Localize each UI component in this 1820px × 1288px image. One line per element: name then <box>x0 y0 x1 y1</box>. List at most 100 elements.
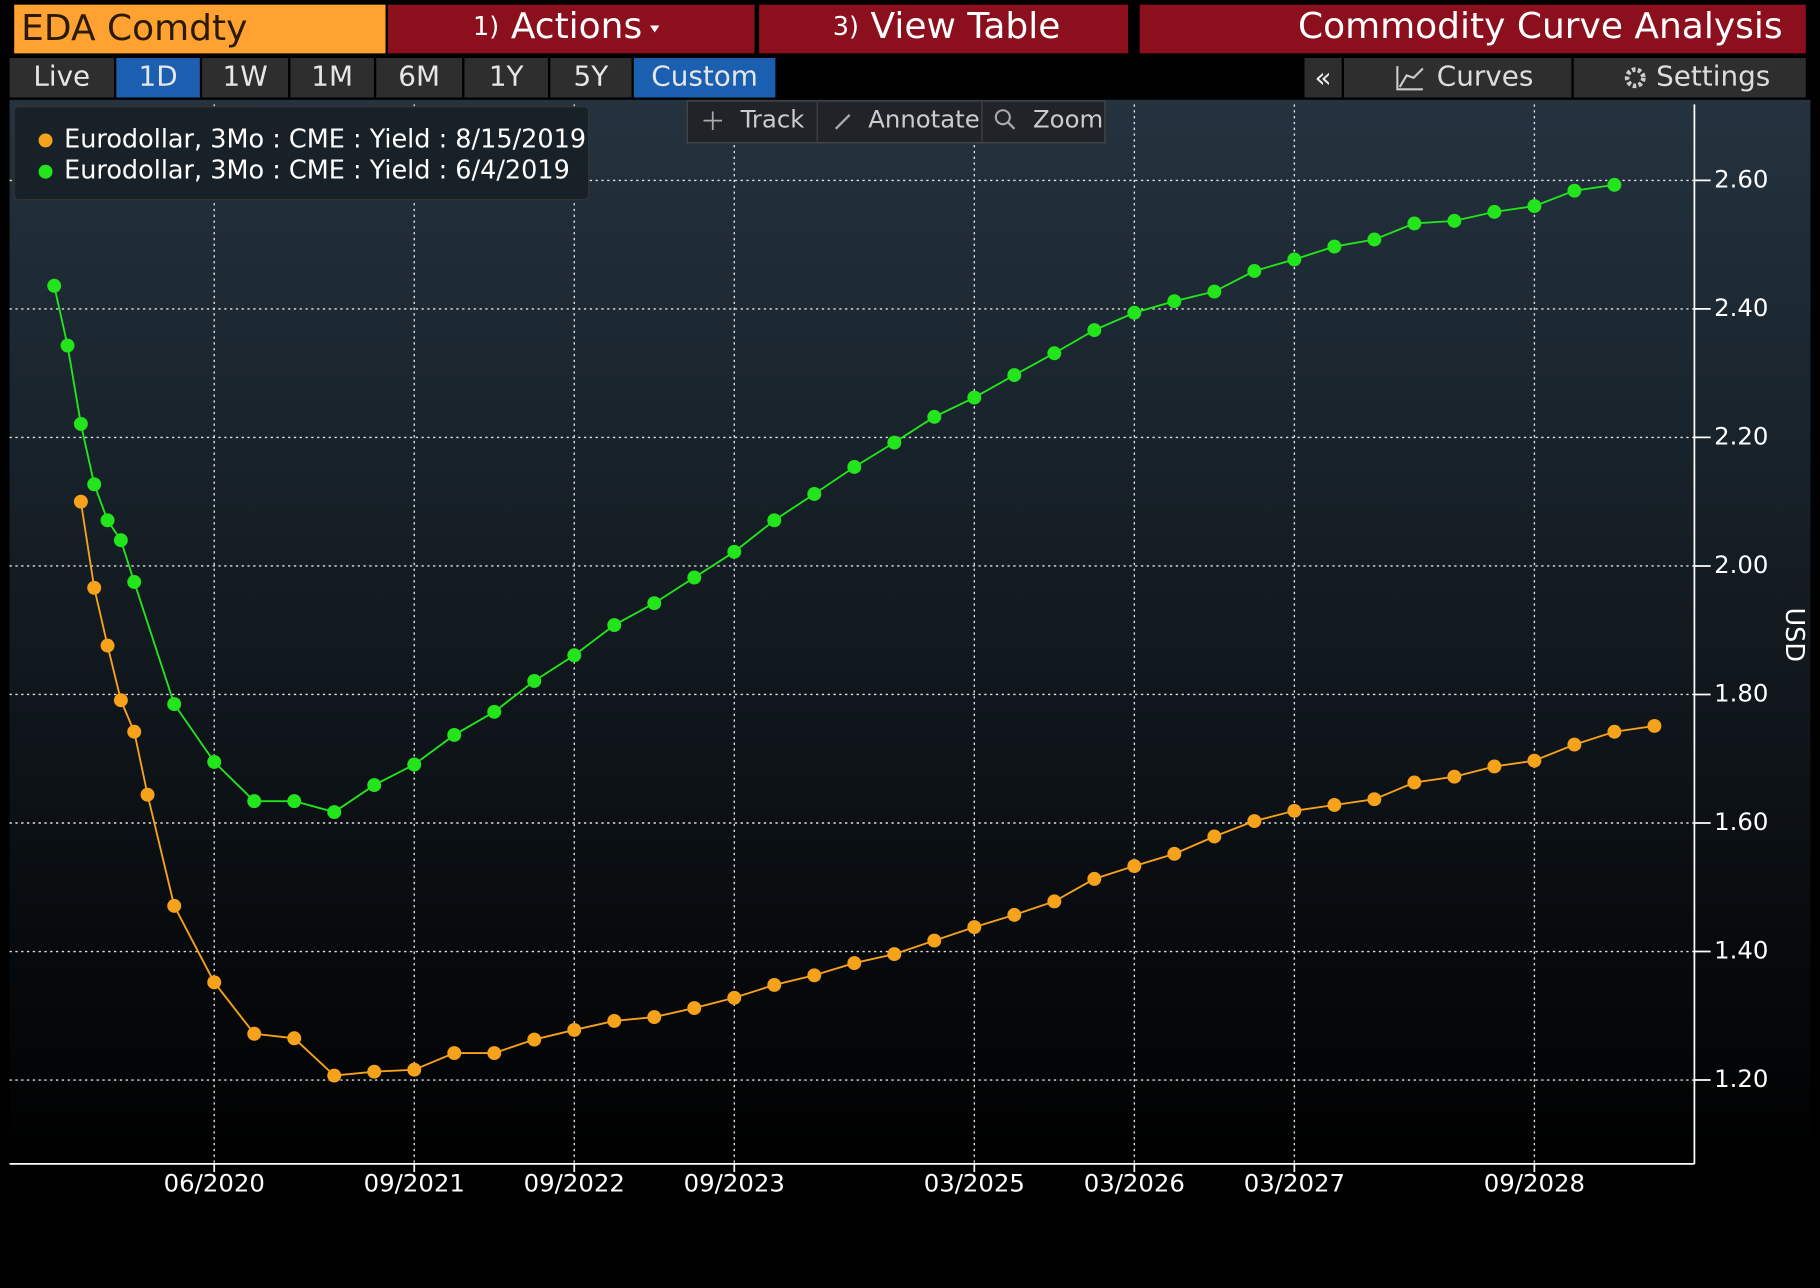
data-point <box>167 898 182 913</box>
data-point <box>247 794 262 809</box>
x-tick-label: 03/2025 <box>924 1169 1025 1198</box>
data-point <box>1327 798 1342 812</box>
data-point <box>100 638 115 653</box>
data-point <box>1007 907 1022 922</box>
tab-label[interactable]: 5Y <box>574 60 610 93</box>
legend-swatch <box>38 133 53 148</box>
y-tick-label: 2.20 <box>1714 421 1768 450</box>
data-point <box>207 975 222 990</box>
settings[interactable]: Settings <box>1656 60 1770 93</box>
tab-label[interactable]: 1W <box>222 60 267 93</box>
data-point <box>407 757 422 772</box>
data-point <box>527 1032 542 1047</box>
data-point <box>687 570 702 585</box>
settings-button[interactable] <box>1573 58 1806 98</box>
data-point <box>607 1013 622 1028</box>
tool-zoom[interactable]: Zoom <box>1033 105 1103 134</box>
data-point <box>807 968 822 983</box>
view-num[interactable]: 3) <box>833 12 859 42</box>
tab[interactable] <box>290 58 374 98</box>
data-point <box>1367 792 1382 807</box>
security-box[interactable] <box>14 4 386 54</box>
tab[interactable] <box>116 58 200 98</box>
x-tick-label: 09/2028 <box>1484 1169 1585 1198</box>
legend-swatch <box>38 164 53 179</box>
data-point <box>607 618 622 633</box>
tool-track[interactable]: Track <box>740 105 806 134</box>
curves[interactable]: Curves <box>1437 60 1534 93</box>
data-point <box>1287 803 1302 818</box>
security[interactable]: EDA Comdty <box>21 8 247 49</box>
data-point <box>1487 759 1502 774</box>
data-point <box>847 956 862 971</box>
data-point <box>647 1010 662 1025</box>
x-tick-label: 09/2023 <box>684 1169 785 1198</box>
data-point <box>113 693 128 708</box>
actions-num[interactable]: 1) <box>473 12 499 42</box>
x-tick-label: 03/2026 <box>1084 1169 1185 1198</box>
tab[interactable] <box>464 58 548 98</box>
data-point <box>127 575 142 589</box>
data-point <box>127 724 142 739</box>
x-tick-label: 09/2021 <box>364 1169 465 1198</box>
tab[interactable] <box>633 58 776 98</box>
data-point <box>807 487 822 501</box>
data-point <box>887 435 902 450</box>
data-point <box>167 697 182 712</box>
collapse[interactable]: « <box>1315 61 1332 94</box>
data-point <box>1407 216 1422 231</box>
data-point <box>847 460 862 474</box>
tab-label[interactable]: 6M <box>398 60 440 93</box>
tool-annotate[interactable]: Annotate <box>868 105 979 134</box>
data-point <box>1447 213 1462 228</box>
data-point <box>887 947 902 962</box>
data-point <box>447 727 462 742</box>
tab-label[interactable]: 1D <box>139 60 178 93</box>
curves-button[interactable] <box>1343 58 1572 98</box>
tab-label[interactable]: Custom <box>651 60 758 93</box>
data-point <box>1047 346 1062 361</box>
data-point <box>327 805 342 820</box>
data-point <box>567 648 582 663</box>
data-point <box>87 580 102 595</box>
y-axis-label: USD <box>1779 607 1809 662</box>
data-point <box>113 533 128 548</box>
legend-label: Eurodollar, 3Mo : CME : Yield : 8/15/201… <box>64 124 586 154</box>
data-point <box>1607 724 1622 739</box>
x-tick-label: 03/2027 <box>1244 1169 1345 1198</box>
data-point <box>1287 252 1302 267</box>
data-point <box>247 1026 262 1041</box>
data-point <box>207 754 222 769</box>
tab[interactable] <box>202 58 289 98</box>
tab[interactable] <box>550 58 632 98</box>
collapse-button[interactable] <box>1304 58 1342 98</box>
data-point <box>87 477 102 492</box>
view-button[interactable] <box>759 4 1129 54</box>
actions-button[interactable] <box>387 4 755 54</box>
data-point <box>927 409 942 424</box>
data-point <box>1527 199 1542 214</box>
data-point <box>487 704 502 719</box>
zoom-icon <box>994 109 1011 126</box>
tab-label[interactable]: Live <box>33 60 90 93</box>
tab[interactable] <box>9 58 114 98</box>
data-point <box>687 1001 702 1016</box>
data-point <box>1247 264 1262 278</box>
data-point <box>73 416 88 431</box>
data-point <box>1487 204 1502 219</box>
data-point <box>1247 814 1262 829</box>
chart-background <box>9 99 1811 1166</box>
view-table[interactable]: View Table <box>871 6 1061 47</box>
data-point <box>47 278 62 293</box>
tab[interactable] <box>376 58 463 98</box>
actions[interactable]: Actions <box>511 6 642 47</box>
data-point <box>527 674 542 688</box>
data-point <box>60 338 75 353</box>
function-box <box>1139 4 1806 54</box>
data-point <box>727 544 742 559</box>
data-point <box>287 1031 302 1046</box>
data-point <box>727 990 742 1005</box>
tab-label[interactable]: 1M <box>311 60 353 93</box>
tab-label[interactable]: 1Y <box>489 60 525 93</box>
